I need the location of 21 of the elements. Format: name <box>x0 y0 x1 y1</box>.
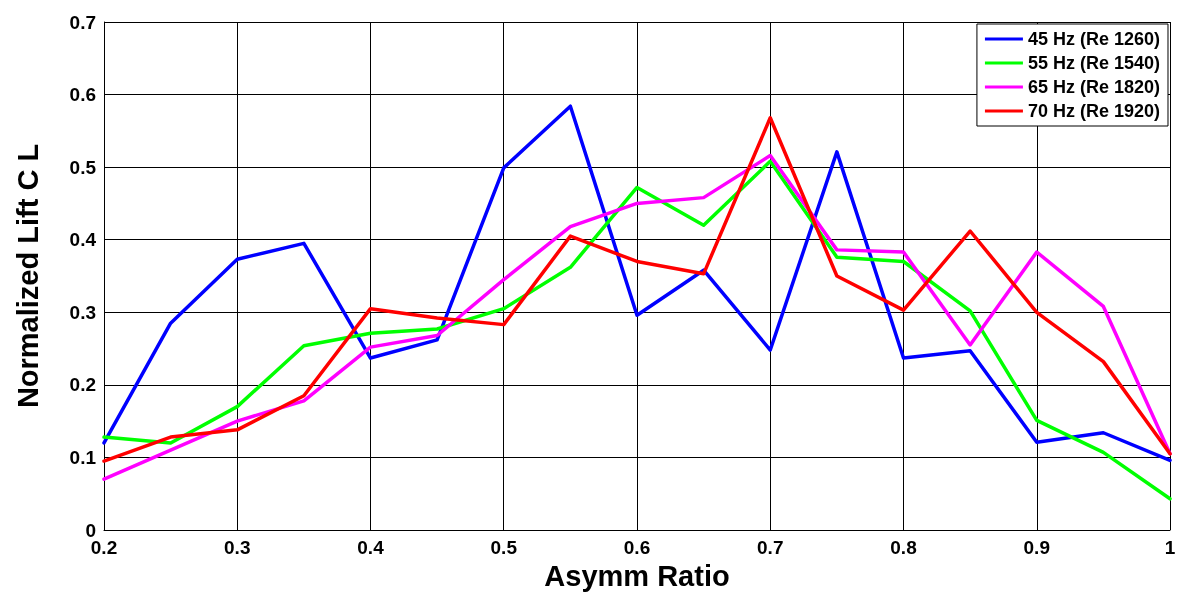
x-tick-label: 0.6 <box>623 537 651 558</box>
y-tick-label: 0.4 <box>69 229 97 251</box>
y-tick-label: 0.6 <box>69 84 96 106</box>
x-tick-label: 0.7 <box>757 537 784 558</box>
x-tick-label: 0.9 <box>1023 537 1050 558</box>
y-tick-label: 0.7 <box>69 11 96 33</box>
x-tick-label: 0.8 <box>890 537 917 558</box>
x-tick-label: 0.4 <box>357 537 385 558</box>
x-tick-label: 0.3 <box>224 537 251 558</box>
x-tick-label: 1 <box>1164 537 1176 558</box>
legend-label: 65 Hz (Re 1820) <box>1027 77 1161 97</box>
y-tick-label: 0.3 <box>69 301 96 323</box>
y-tick-label: 0.2 <box>69 374 96 396</box>
x-axis-title: Asymm Ratio <box>544 560 730 593</box>
y-tick-label: 0.1 <box>69 446 97 468</box>
y-tick-label: 0.5 <box>69 156 97 178</box>
y-axis-title: Normalized Lift C L <box>11 143 44 409</box>
legend-label: 55 Hz (Re 1540) <box>1027 53 1161 73</box>
legend-label: 45 Hz (Re 1260) <box>1027 29 1161 49</box>
x-tick-label: 0.5 <box>490 537 518 558</box>
legend-label: 70 Hz (Re 1920) <box>1027 101 1161 121</box>
